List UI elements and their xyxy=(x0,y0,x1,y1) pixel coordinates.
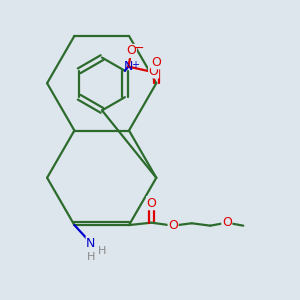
Text: O: O xyxy=(222,216,232,229)
Text: −: − xyxy=(133,42,144,56)
Text: O: O xyxy=(168,219,178,232)
Text: N: N xyxy=(86,237,96,250)
Text: O: O xyxy=(149,65,158,78)
Text: H: H xyxy=(87,252,95,262)
Text: O: O xyxy=(127,44,136,58)
Text: O: O xyxy=(147,197,156,210)
Text: N: N xyxy=(124,60,133,73)
Text: H: H xyxy=(98,246,106,256)
Text: +: + xyxy=(131,59,139,70)
Text: O: O xyxy=(152,56,161,69)
